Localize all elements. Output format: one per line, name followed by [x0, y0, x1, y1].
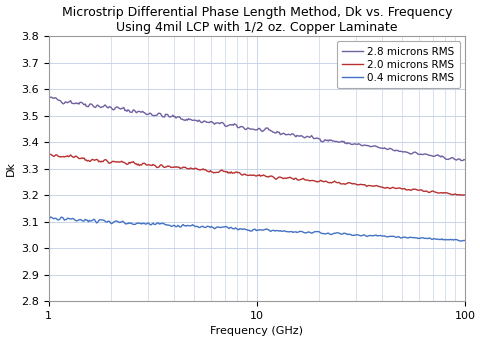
0.4 microns RMS	[457, 239, 463, 243]
2.0 microns RMS	[182, 165, 188, 169]
2.8 microns RMS	[308, 133, 314, 137]
2.0 microns RMS	[46, 153, 51, 157]
2.8 microns RMS	[46, 96, 51, 100]
2.8 microns RMS	[97, 105, 103, 109]
2.8 microns RMS	[211, 122, 217, 126]
2.0 microns RMS	[347, 181, 352, 185]
0.4 microns RMS	[48, 215, 54, 219]
0.4 microns RMS	[182, 224, 188, 228]
2.0 microns RMS	[308, 179, 314, 183]
2.8 microns RMS	[461, 158, 467, 162]
Line: 2.0 microns RMS: 2.0 microns RMS	[48, 154, 464, 195]
Y-axis label: Dk: Dk	[6, 161, 15, 176]
Line: 2.8 microns RMS: 2.8 microns RMS	[48, 97, 464, 160]
2.0 microns RMS	[461, 193, 467, 197]
Legend: 2.8 microns RMS, 2.0 microns RMS, 0.4 microns RMS: 2.8 microns RMS, 2.0 microns RMS, 0.4 mi…	[336, 41, 459, 88]
2.0 microns RMS	[48, 152, 54, 156]
0.4 microns RMS	[461, 238, 467, 242]
Line: 0.4 microns RMS: 0.4 microns RMS	[48, 217, 464, 241]
2.0 microns RMS	[97, 159, 103, 163]
0.4 microns RMS	[308, 231, 314, 235]
2.8 microns RMS	[459, 158, 465, 162]
0.4 microns RMS	[46, 217, 51, 221]
0.4 microns RMS	[348, 234, 354, 238]
2.0 microns RMS	[459, 193, 465, 197]
0.4 microns RMS	[347, 232, 352, 236]
2.8 microns RMS	[348, 142, 354, 146]
Title: Microstrip Differential Phase Length Method, Dk vs. Frequency
Using 4mil LCP wit: Microstrip Differential Phase Length Met…	[61, 5, 451, 34]
0.4 microns RMS	[211, 227, 217, 231]
2.8 microns RMS	[182, 118, 188, 122]
2.8 microns RMS	[48, 95, 54, 99]
X-axis label: Frequency (GHz): Frequency (GHz)	[210, 327, 303, 337]
2.0 microns RMS	[348, 182, 354, 186]
2.0 microns RMS	[211, 171, 217, 175]
0.4 microns RMS	[97, 218, 103, 222]
2.8 microns RMS	[347, 142, 352, 146]
